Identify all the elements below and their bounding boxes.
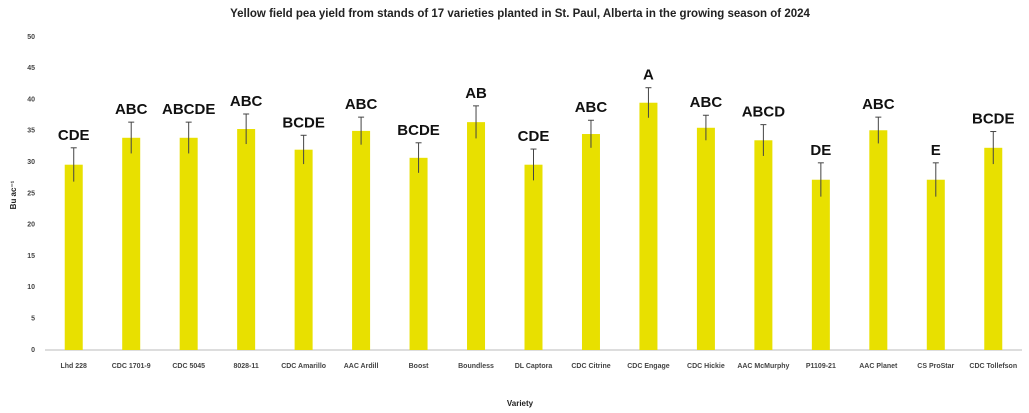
annotation: A [643, 67, 654, 84]
bar [409, 157, 428, 350]
x-tick-label: AAC McMurphy [737, 363, 789, 370]
bar [294, 149, 313, 350]
annotation: CDE [58, 127, 90, 144]
bar [984, 147, 1003, 350]
y-tick-label: 45 [27, 65, 35, 72]
x-tick-label: CDC Hickie [687, 363, 725, 370]
x-tick-label: AAC Ardill [344, 363, 379, 370]
annotation: ABCDE [162, 101, 215, 118]
bar [179, 137, 198, 350]
x-tick-label: CS ProStar [917, 363, 954, 370]
x-tick-label: Boost [409, 363, 430, 370]
annotation: AB [465, 85, 487, 102]
y-tick-label: 0 [31, 347, 35, 354]
annotation: ABCD [742, 104, 785, 121]
annotation: BCDE [972, 110, 1015, 127]
bar [811, 179, 830, 350]
annotation: ABC [575, 99, 608, 116]
y-tick-label: 20 [27, 222, 35, 229]
bar [754, 140, 773, 350]
annotation: ABC [230, 93, 263, 110]
y-tick-label: 15 [27, 253, 35, 260]
x-tick-label: Boundless [458, 363, 494, 370]
bar [524, 164, 543, 350]
y-tick-label: 25 [27, 190, 35, 197]
y-axis-label: Bu ac⁻¹ [9, 180, 18, 209]
x-tick-label: DL Captora [515, 363, 553, 370]
x-tick-label: Lhd 228 [61, 363, 88, 370]
x-tick-label: CDC Tollefson [969, 363, 1017, 370]
y-tick-label: 5 [31, 316, 35, 323]
bar [926, 179, 945, 350]
annotation: CDE [518, 128, 550, 145]
bar [467, 122, 486, 350]
x-tick-label: P1109-21 [806, 363, 836, 370]
annotation: ABC [345, 96, 378, 113]
y-tick-label: 35 [27, 128, 35, 135]
bar [869, 130, 888, 350]
bar [352, 130, 371, 350]
annotation: BCDE [282, 114, 325, 131]
x-tick-label: 8028-11 [233, 363, 258, 370]
chart-title: Yellow field pea yield from stands of 17… [230, 8, 810, 20]
y-tick-label: 30 [27, 159, 35, 166]
annotation: ABC [690, 94, 723, 111]
annotation: E [931, 142, 941, 159]
bar [639, 102, 658, 350]
bar [696, 127, 715, 351]
x-tick-label: CDC Engage [627, 363, 670, 370]
x-tick-label: CDC Amarillo [281, 363, 326, 370]
x-tick-label: AAC Planet [859, 363, 898, 370]
y-tick-label: 10 [27, 284, 35, 291]
bar [122, 137, 141, 350]
x-tick-label: CDC Citrine [571, 363, 610, 370]
x-tick-label: CDC 5045 [172, 363, 205, 370]
annotation: ABC [862, 96, 895, 113]
y-tick-label: 40 [27, 96, 35, 103]
bar [237, 129, 256, 350]
bar [64, 164, 83, 350]
annotation: DE [810, 142, 831, 159]
y-tick-label: 50 [27, 34, 35, 41]
annotation: BCDE [397, 122, 440, 139]
bar [581, 134, 600, 350]
annotation: ABC [115, 101, 148, 118]
x-axis-label: Variety [507, 399, 534, 408]
x-tick-label: CDC 1701-9 [112, 363, 151, 370]
